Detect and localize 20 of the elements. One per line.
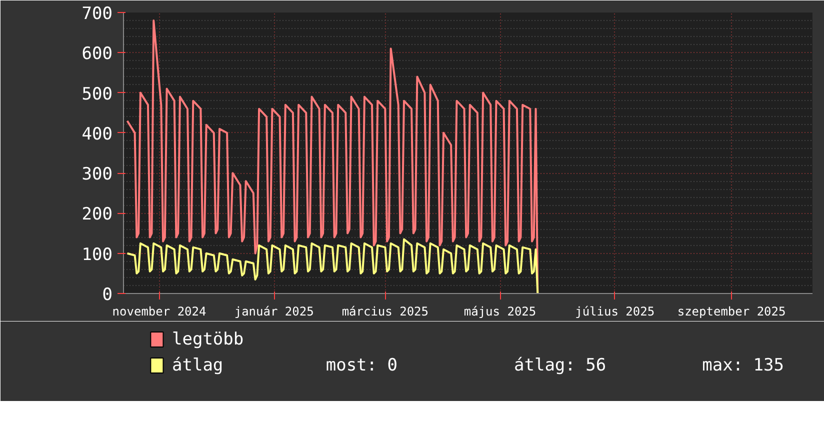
x-tick-label: május 2025 bbox=[464, 304, 536, 318]
x-tick-label: szeptember 2025 bbox=[677, 304, 786, 318]
y-tick-label: 100 bbox=[82, 244, 113, 265]
text: most: 0 bbox=[326, 356, 398, 376]
y-tick-label: 500 bbox=[82, 84, 113, 104]
y-tick-label: 400 bbox=[82, 124, 113, 144]
x-tick-label: január 2025 bbox=[234, 304, 314, 318]
x-tick-label: március 2025 bbox=[342, 304, 429, 318]
x-tick-label: november 2024 bbox=[112, 304, 206, 318]
y-tick-label: 200 bbox=[82, 204, 113, 225]
y-tick-label: 600 bbox=[82, 44, 113, 64]
legend-label: átlag bbox=[172, 356, 224, 376]
y-tick-label: 300 bbox=[82, 164, 113, 185]
line-series bbox=[126, 238, 539, 294]
y-tick-label: 0 bbox=[102, 285, 113, 305]
text: átlag: 56 bbox=[514, 356, 606, 376]
text: max: 135 bbox=[702, 356, 784, 376]
x-tick-label: július 2025 bbox=[575, 304, 655, 318]
y-tick-label: 700 bbox=[82, 4, 113, 24]
legend-label: legtöbb bbox=[172, 330, 244, 350]
